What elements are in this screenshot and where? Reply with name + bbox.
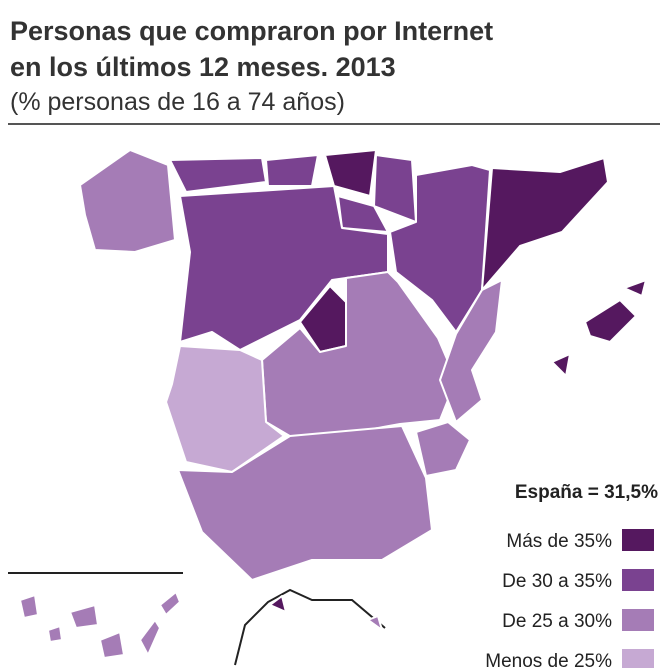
region [177,425,433,581]
region [159,591,181,616]
region [584,299,637,343]
region [439,279,503,423]
region [19,594,39,619]
ceuta-melilla-inset [234,588,386,666]
regions [79,149,647,581]
legend-swatch [622,649,654,668]
region [99,631,125,659]
region [179,185,389,351]
region [69,604,99,629]
region [623,279,647,297]
title-line: en los últimos 12 meses. 2013 [10,52,396,82]
region [165,345,285,473]
region [169,157,267,193]
legend-label: Más de 35% [506,531,612,552]
region [79,149,176,253]
legend-swatch [622,569,654,591]
inset-frame [234,588,386,666]
region [389,164,491,333]
region [269,595,287,613]
title-line: Personas que compraron por Internet [10,16,493,46]
national-value: España = 31,5% [515,482,658,503]
region [324,149,377,197]
region [265,154,319,187]
legend-swatch [622,609,654,631]
legend-label: Menos de 25% [485,651,612,668]
canarias-inset [8,572,183,659]
region [367,615,383,631]
legend-label: De 30 a 35% [502,571,612,592]
region [373,154,417,223]
legend: Más de 35% De 30 a 35% De 25 a 30% Menos de… [485,529,654,668]
legend-label: De 25 a 30% [502,611,612,632]
legend-swatch [622,529,654,551]
region [415,421,471,477]
subtitle: (% personas de 16 a 74 años) [10,88,345,116]
region [139,619,161,656]
region [551,353,571,377]
region [481,157,609,291]
region [47,625,63,643]
